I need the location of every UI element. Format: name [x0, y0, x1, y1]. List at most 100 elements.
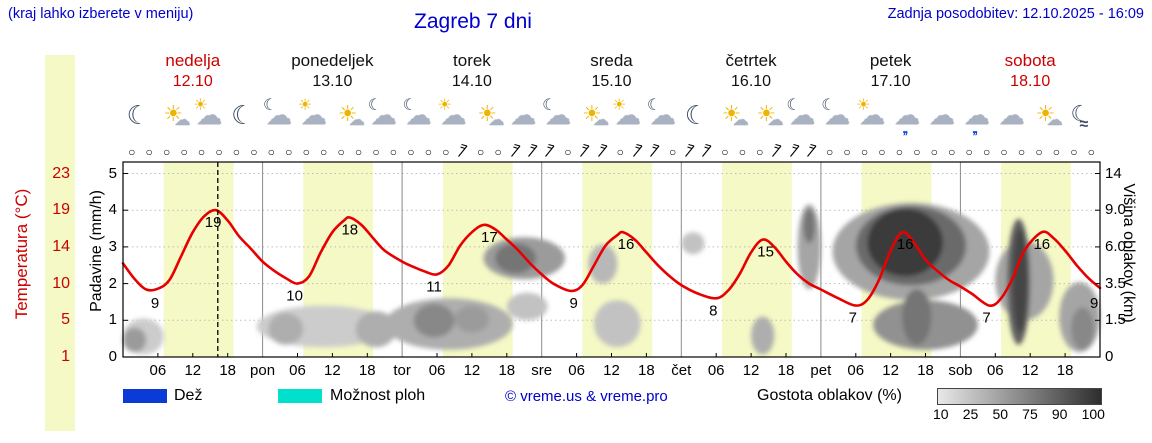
wind-calm-icon: ○	[162, 145, 171, 159]
wind-calm-icon: ○	[738, 145, 746, 159]
moon-glyph: ☾	[263, 97, 278, 114]
wind-calm-icon: ○	[948, 145, 956, 159]
cloud-glyph: ☁	[649, 100, 676, 130]
wind-calm-icon: ○	[878, 145, 886, 159]
day-name: petek	[869, 51, 912, 70]
cloud-glyph: ☁	[510, 100, 537, 130]
cloud-glyph: ☁	[593, 112, 610, 129]
density-tick-label: 10	[933, 406, 949, 422]
x-axis-label: sob	[948, 362, 973, 379]
cloud-glyph: ☁	[732, 112, 749, 129]
sun-cloud-icon: ☀ ☁	[751, 98, 787, 134]
cloud-blob	[454, 305, 490, 333]
cloud-icon: ☁	[995, 98, 1031, 134]
cloudh-tick-label: 3.5	[1105, 274, 1126, 292]
sun-glyph: ☀	[1035, 101, 1056, 126]
temp-tick-label: 14	[52, 237, 70, 255]
temperature-value-label: 11	[426, 278, 442, 295]
sun-cloud-icon: ☀ ☁	[576, 98, 612, 134]
cloud-density-gradient-bar	[937, 388, 1102, 405]
temperature-value-label: 16	[1033, 236, 1050, 253]
wind-calm-icon: ○	[320, 145, 328, 159]
x-axis-label: 18	[358, 362, 376, 379]
day-date: 17.10	[870, 73, 911, 90]
wind-barb-icon	[576, 143, 594, 161]
x-axis-label: pet	[810, 362, 832, 379]
day-header-sobota: sobota 18.10	[960, 50, 1100, 92]
day-name: ponedeljek	[291, 51, 374, 70]
cloud-glyph: ☁	[767, 112, 784, 129]
wind-calm-icon: ○	[721, 145, 729, 159]
cloud-glyph: ☁	[894, 100, 921, 130]
x-axis-label: 18	[1056, 362, 1074, 379]
day-header-ponedeljek: ponedeljek 13.10	[262, 50, 402, 92]
cloud-glyph: ☁	[174, 112, 191, 129]
day-date: 12.10	[172, 73, 213, 90]
sun-glyph: ☀	[437, 97, 452, 114]
temperature-value-label: 8	[709, 302, 717, 319]
density-tick-label: 25	[962, 406, 979, 422]
copyright-link[interactable]: © vreme.us & vreme.pro	[505, 388, 668, 405]
cloud-blob	[588, 244, 618, 284]
cloud-blob	[1012, 228, 1028, 333]
moon-glyph: ☾	[402, 97, 417, 114]
wind-calm-icon: ○	[1087, 145, 1095, 159]
x-axis-label: pon	[250, 362, 276, 379]
temp-tick-label: 5	[61, 311, 70, 329]
cloud-glyph: ☁	[300, 100, 327, 130]
temperature-value-label: 7	[849, 310, 857, 327]
x-axis-label: 06	[707, 362, 725, 379]
wind-calm-icon: ○	[337, 145, 345, 159]
cloud-glyph: ☁	[789, 100, 816, 130]
x-axis-label: 06	[847, 362, 865, 379]
moon-glyph: ☾	[646, 97, 662, 114]
precip-tick-label: 4	[108, 201, 117, 219]
rain-glyph: ‚‚	[902, 120, 909, 137]
sun-cloud-icon: ☀ ☁	[1030, 98, 1066, 134]
temperature-value-label: 10	[286, 288, 303, 305]
cloud-blob	[1071, 307, 1095, 350]
cloud-glyph: ☁	[1046, 112, 1063, 129]
day-header-četrtek: četrtek 16.10	[681, 50, 821, 92]
wind-calm-icon: ○	[477, 145, 485, 159]
temperature-value-label: 18	[341, 222, 358, 239]
rain-legend-label: Dež	[174, 387, 203, 404]
wind-calm-icon: ○	[825, 145, 834, 159]
moon-glyph: ☾	[821, 97, 836, 114]
cloud-glyph: ☁	[348, 112, 365, 129]
wind-calm-icon: ○	[1070, 145, 1078, 159]
cloud-glyph: ☁	[998, 100, 1025, 130]
x-axis-label: čet	[671, 362, 692, 379]
wind-calm-icon: ○	[913, 145, 921, 159]
wind-calm-icon: ○	[250, 145, 258, 159]
wind-barb-icon	[541, 143, 559, 161]
sun-glyph: ☀	[477, 101, 498, 126]
wind-barb-icon	[524, 143, 542, 161]
x-axis-label: 12	[184, 362, 202, 379]
cloud-blob	[268, 313, 304, 345]
wind-calm-icon: ○	[372, 145, 380, 159]
daylight-band	[163, 162, 234, 357]
x-axis-label: 06	[986, 362, 1004, 379]
x-axis-label: sre	[531, 362, 553, 379]
density-tick-label: 50	[992, 406, 1009, 422]
cloudh-tick-label: 0	[1105, 348, 1114, 365]
temp-tick-label: 19	[52, 201, 70, 219]
wind-barb-icon	[629, 143, 647, 161]
sun-glyph: ☀	[193, 97, 208, 114]
temperature-value-label: 9	[1090, 295, 1098, 312]
wind-calm-icon: ○	[180, 145, 188, 159]
cloud-blob	[123, 327, 147, 353]
x-axis-label: 06	[428, 362, 446, 379]
day-date: 13.10	[312, 73, 353, 90]
moon-fog-icon: ☾ ≈	[1065, 98, 1101, 134]
cloud-glyph: ☁	[196, 100, 223, 130]
x-axis-label: 06	[568, 362, 585, 379]
moon-glyph: ☾	[1070, 101, 1091, 126]
day-date: 15.10	[591, 73, 632, 90]
wind-calm-icon: ○	[424, 145, 432, 159]
cloud-blob	[902, 289, 932, 345]
x-axis-label: 12	[603, 362, 620, 379]
wind-calm-icon: ○	[267, 145, 275, 159]
temperature-value-label: 16	[618, 236, 635, 253]
